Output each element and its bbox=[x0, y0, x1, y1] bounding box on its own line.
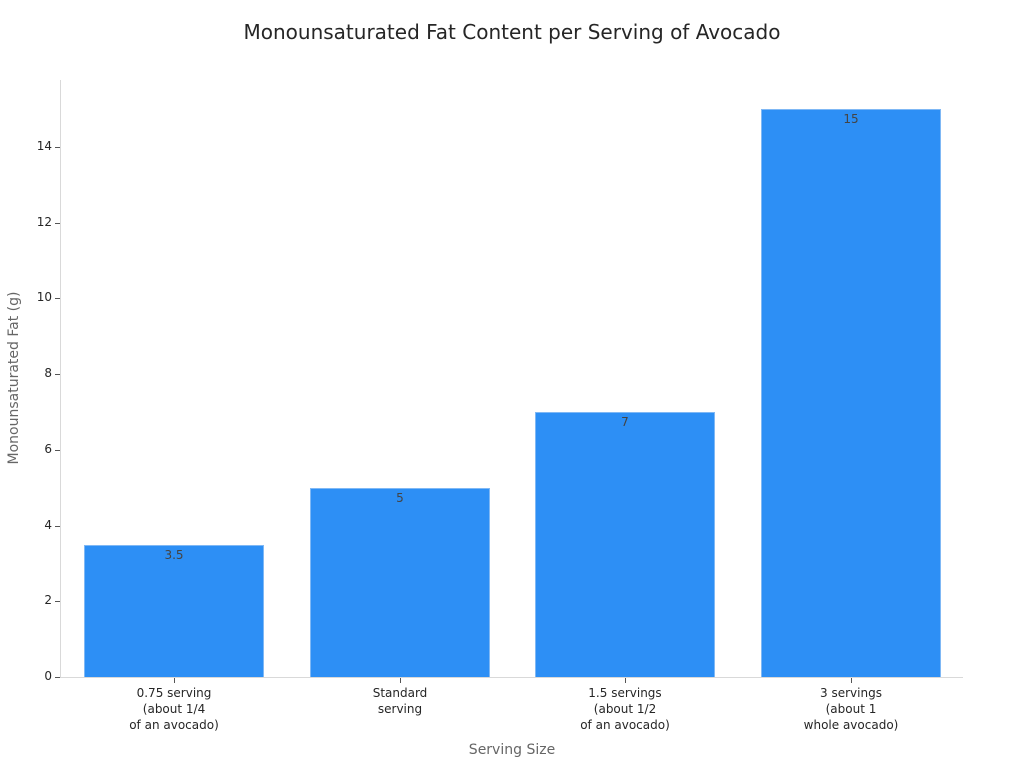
y-tick-mark bbox=[55, 222, 60, 224]
bar bbox=[761, 109, 941, 677]
x-tick-label: Standard serving bbox=[372, 686, 428, 716]
y-tick-mark bbox=[55, 374, 60, 376]
x-tick-label: 0.75 serving (about 1/4 of an avocado) bbox=[129, 686, 219, 732]
y-tick-label: 2 bbox=[44, 593, 52, 608]
bar-value-label: 3.5 bbox=[164, 547, 184, 562]
x-tick-mark bbox=[400, 678, 401, 683]
y-axis-label: Monounsaturated Fat (g) bbox=[6, 291, 22, 465]
y-tick-mark bbox=[55, 147, 60, 148]
bar bbox=[84, 544, 264, 677]
x-axis-label: Serving Size bbox=[468, 742, 556, 758]
y-tick-mark bbox=[55, 525, 60, 527]
y-tick-label: 8 bbox=[44, 366, 52, 381]
y-tick-mark bbox=[55, 298, 60, 300]
y-tick-mark bbox=[55, 449, 60, 451]
bar-value-label: 7 bbox=[621, 415, 629, 429]
x-tick-mark bbox=[625, 678, 626, 683]
x-tick-mark bbox=[851, 678, 852, 683]
x-tick-label: 1.5 servings (about 1/2 of an avocado) bbox=[580, 686, 670, 732]
x-axis-line bbox=[60, 677, 963, 678]
y-tick-label: 10 bbox=[36, 290, 52, 305]
y-tick-mark bbox=[55, 601, 60, 603]
bar bbox=[535, 412, 715, 677]
y-tick-mark bbox=[55, 677, 60, 678]
y-tick-label: 4 bbox=[44, 517, 52, 532]
x-tick-mark bbox=[174, 678, 175, 683]
y-tick-label: 12 bbox=[36, 214, 52, 229]
y-axis-line bbox=[60, 80, 61, 677]
bar-value-label: 15 bbox=[843, 112, 859, 127]
y-tick-label: 6 bbox=[44, 441, 52, 456]
bar bbox=[310, 487, 490, 677]
bar-value-label: 5 bbox=[396, 490, 404, 505]
y-tick-label: 14 bbox=[36, 139, 52, 153]
chart-title: Monounsaturated Fat Content per Serving … bbox=[243, 20, 781, 44]
x-tick-label: 3 servings (about 1 whole avocado) bbox=[803, 686, 899, 732]
y-tick-label: 0 bbox=[44, 669, 52, 683]
